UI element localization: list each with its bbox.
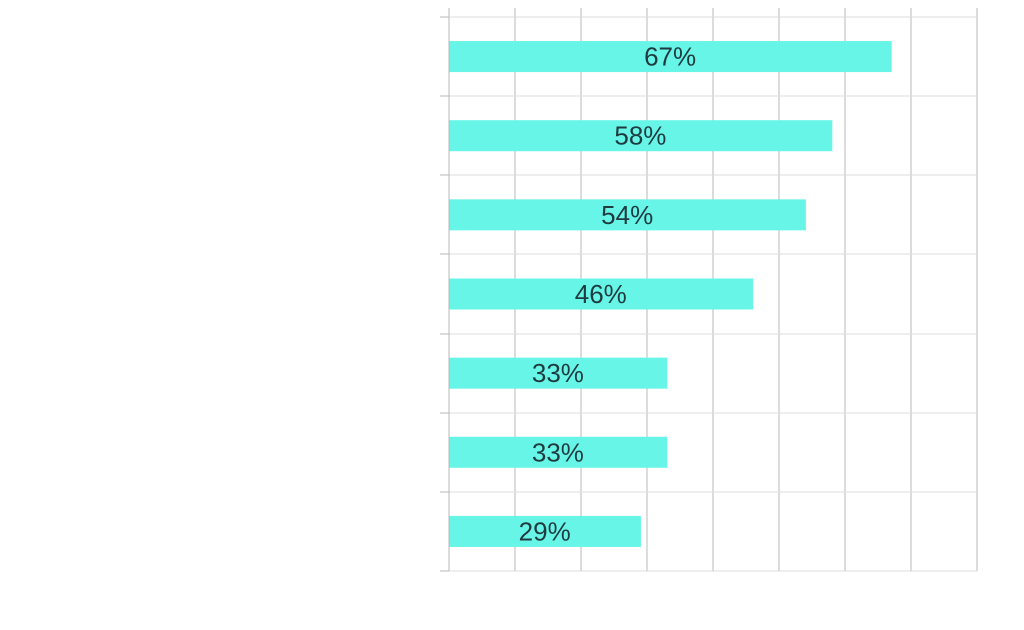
bar-data-label: 33% [532,437,584,467]
bar-data-label: 58% [614,121,666,151]
bar [449,199,806,231]
bar [449,515,641,547]
bar [449,436,668,468]
bar-data-label: 29% [519,516,571,546]
bar-data-label: 54% [601,200,653,230]
bar [449,41,892,73]
bar [449,278,754,310]
bar [449,120,833,152]
label-layer: 67% 58% 54% 46% 33% 33% 29% [519,42,696,547]
bar-layer [449,41,892,547]
bar-data-label: 46% [575,279,627,309]
bar-data-label: 33% [532,358,584,388]
bar [449,357,668,389]
bar-data-label: 67% [644,42,696,72]
